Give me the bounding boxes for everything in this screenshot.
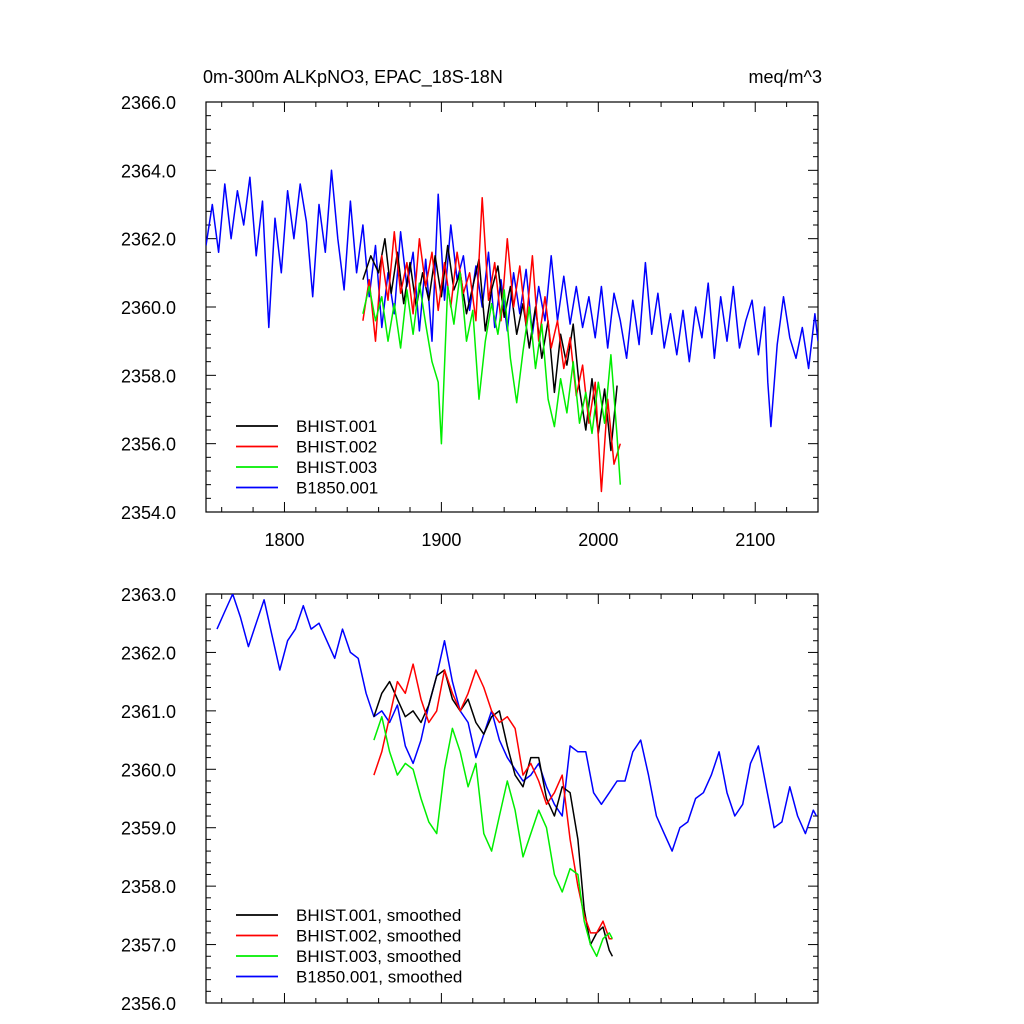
y-tick-label: 2357.0 (121, 936, 176, 956)
y-tick-label: 2360.0 (121, 760, 176, 780)
y-tick-label: 2356.0 (121, 994, 176, 1014)
series-line-bhist-002-smoothed (373, 663, 613, 940)
y-tick-label: 2366.0 (121, 93, 176, 113)
legend-label: B1850.001 (296, 479, 378, 498)
legend-label: BHIST.002, smoothed (296, 927, 461, 946)
legend-label: BHIST.003 (296, 458, 377, 477)
chart-title: 0m-300m ALKpNO3, EPAC_18S-18N (203, 67, 503, 88)
y-tick-label: 2354.0 (121, 503, 176, 523)
y-tick-label: 2356.0 (121, 435, 176, 455)
y-tick-label: 2362.0 (121, 643, 176, 663)
series-line-bhist-003 (362, 272, 622, 485)
series-line-b1850-001 (206, 169, 818, 428)
legend-label: BHIST.002 (296, 438, 377, 457)
y-tick-label: 2364.0 (121, 161, 176, 181)
y-tick-label: 2358.0 (121, 366, 176, 386)
x-tick-label: 2100 (735, 530, 775, 550)
x-tick-label: 1800 (264, 530, 304, 550)
series-line-b1850-001-smoothed (216, 594, 818, 852)
y-tick-label: 2359.0 (121, 819, 176, 839)
y-tick-label: 2358.0 (121, 877, 176, 897)
y-tick-label: 2362.0 (121, 230, 176, 250)
y-tick-label: 2361.0 (121, 702, 176, 722)
plot-frame (205, 593, 819, 1004)
top-panel: 1800 1900 2000 2100 2354.0 2356.0 2358.0 2360.0… (121, 93, 819, 550)
series-line-bhist-001-smoothed (373, 669, 614, 957)
bottom-panel: 2356.0 2357.0 2358.0 2359.0 2360.0 2361.0 2362… (121, 585, 819, 1014)
legend-label: BHIST.001 (296, 417, 377, 436)
legend-label: BHIST.003, smoothed (296, 947, 461, 966)
y-tick-label: 2360.0 (121, 298, 176, 318)
series-line-bhist-003-smoothed (373, 715, 614, 958)
legend-label: BHIST.001, smoothed (296, 906, 461, 925)
y-tick-label: 2363.0 (121, 585, 176, 605)
units-label: meq/m^3 (749, 67, 822, 87)
legend-label: B1850.001, smoothed (296, 968, 462, 987)
x-tick-label: 2000 (578, 530, 618, 550)
series-line-bhist-002 (362, 196, 622, 493)
x-tick-label: 1900 (421, 530, 461, 550)
